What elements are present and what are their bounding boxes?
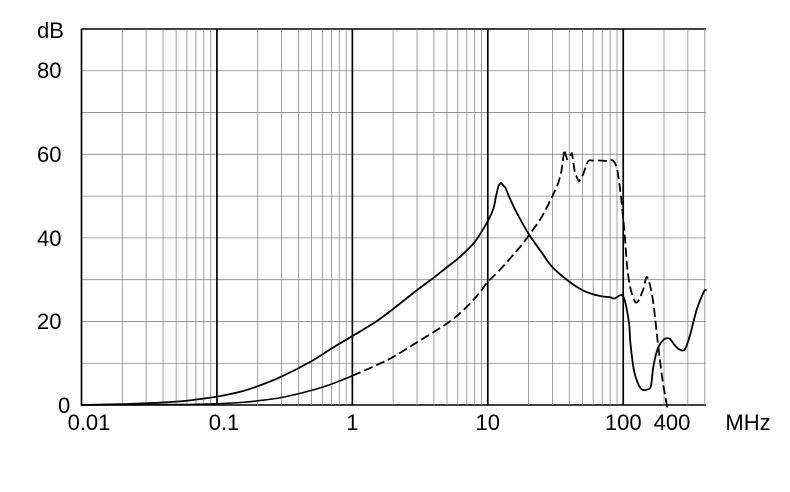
svg-text:1: 1 — [346, 410, 358, 435]
svg-text:60: 60 — [37, 142, 61, 167]
svg-text:MHz: MHz — [725, 410, 770, 435]
svg-text:dB: dB — [37, 18, 64, 43]
svg-text:400: 400 — [654, 410, 691, 435]
svg-text:40: 40 — [37, 226, 61, 251]
svg-text:20: 20 — [37, 309, 61, 334]
svg-text:10: 10 — [476, 410, 500, 435]
svg-text:0.1: 0.1 — [209, 410, 240, 435]
svg-text:0.01: 0.01 — [68, 410, 111, 435]
svg-text:80: 80 — [37, 58, 61, 83]
svg-text:100: 100 — [605, 410, 642, 435]
